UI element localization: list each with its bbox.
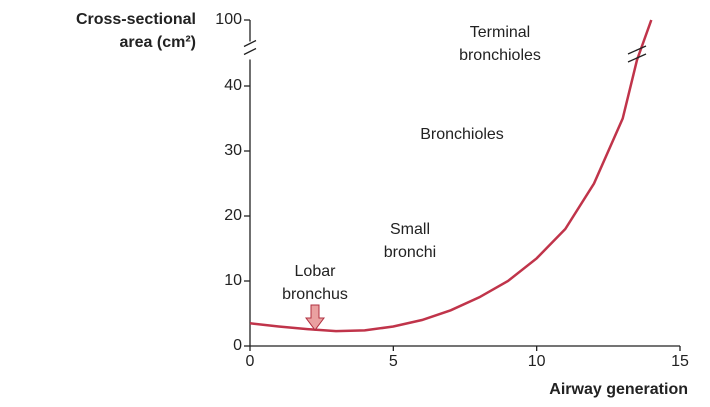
curve-break	[627, 45, 647, 55]
y-tick-label: 40	[224, 77, 242, 94]
annotation: bronchioles	[459, 47, 541, 64]
x-tick-label: 10	[528, 353, 546, 370]
axis-break	[243, 47, 257, 56]
annotation: bronchi	[384, 244, 436, 261]
x-tick-label: 0	[246, 353, 255, 370]
x-axis-label: Airway generation	[549, 381, 688, 398]
x-tick-label: 5	[389, 353, 398, 370]
annotation: Lobar	[295, 263, 337, 280]
axis-break	[243, 39, 257, 48]
x-tick-label: 15	[671, 353, 689, 370]
annotation: Small	[390, 221, 430, 238]
annotation: Bronchioles	[420, 126, 504, 143]
data-line	[249, 19, 653, 333]
y-axis-label: Cross-sectional	[76, 11, 196, 28]
y-axis-label: area (cm²)	[120, 34, 196, 51]
curve-break	[627, 53, 647, 63]
y-tick-label: 10	[224, 272, 242, 289]
annotation: bronchus	[282, 286, 348, 303]
y-tick-label: 30	[224, 142, 242, 159]
annotation: Terminal	[470, 24, 530, 41]
y-tick-label: 100	[215, 11, 242, 28]
y-tick-label: 20	[224, 207, 242, 224]
y-tick-label: 0	[233, 337, 242, 354]
arrow	[305, 304, 325, 331]
